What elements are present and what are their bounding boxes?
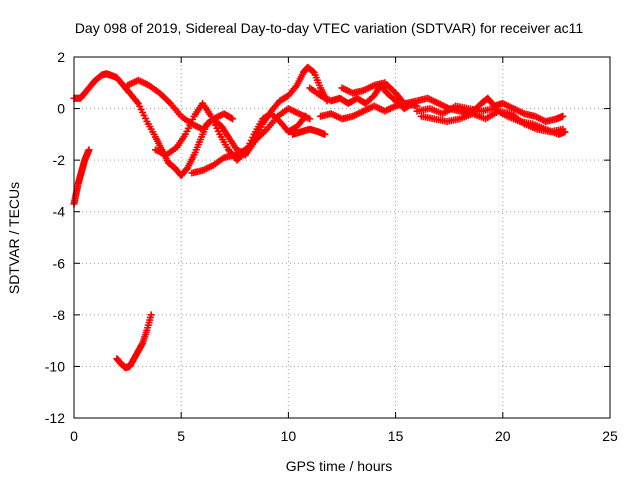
x-tick-labels: 0 5 10 15 20 25: [70, 428, 618, 444]
data-point: [306, 115, 314, 123]
data-point: [321, 130, 329, 138]
x-axis-label: GPS time / hours: [286, 458, 393, 474]
y-tick-label: 2: [57, 49, 65, 65]
y-tick-label: 0: [57, 101, 65, 117]
data-point: [229, 115, 237, 123]
data-point: [85, 146, 93, 154]
y-tick-label: -2: [53, 152, 66, 168]
x-tick-label: 10: [281, 428, 297, 444]
x-tick-label: 25: [602, 428, 618, 444]
y-tick-label: -12: [45, 410, 65, 426]
data-point: [397, 96, 405, 104]
y-axis-label: SDTVAR / TECUs: [6, 182, 22, 294]
series-track-m-late-mid: [413, 102, 569, 138]
series-track-a-rise: [70, 146, 93, 208]
series-track-b-dip: [113, 311, 155, 372]
data-point: [398, 97, 406, 105]
x-tick-label: 5: [177, 428, 185, 444]
series-track-g-short: [289, 125, 329, 138]
x-tick-label: 0: [70, 428, 78, 444]
y-tick-labels: -12 -10 -8 -6 -4 -2 0 2: [45, 49, 65, 426]
series-track-d-upper: [124, 76, 237, 133]
data-point: [227, 114, 235, 122]
data-point: [147, 311, 155, 319]
y-tick-label: -8: [53, 307, 66, 323]
x-tick-label: 15: [388, 428, 404, 444]
data-points-layer: [70, 63, 569, 372]
tick-layer: [73, 56, 611, 419]
series-track-j-mid-high: [338, 79, 406, 105]
y-tick-label: -4: [53, 204, 66, 220]
chart-title: Day 098 of 2019, Sidereal Day-to-day VTE…: [75, 20, 584, 36]
x-tick-label: 20: [495, 428, 511, 444]
data-point: [559, 112, 567, 120]
plot-frame: [73, 56, 611, 419]
y-tick-label: -10: [45, 358, 65, 374]
data-point: [561, 128, 569, 136]
series-track-f-lower: [188, 105, 314, 177]
y-tick-label: -6: [53, 255, 66, 271]
